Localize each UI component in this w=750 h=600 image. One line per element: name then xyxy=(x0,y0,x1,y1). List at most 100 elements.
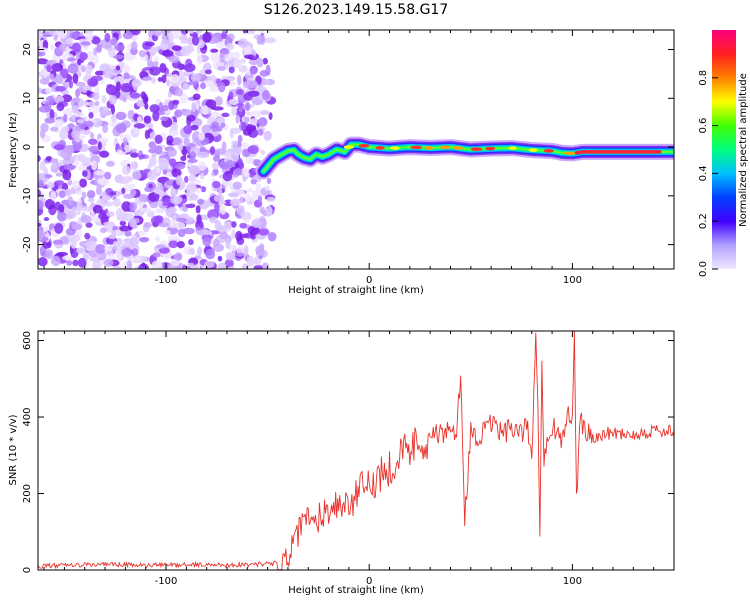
noise-speck xyxy=(171,214,177,223)
noise-speck xyxy=(167,206,177,214)
noise-speck xyxy=(224,160,236,167)
x-tick-label: 0 xyxy=(366,275,372,286)
noise-speck xyxy=(56,211,67,222)
noise-speck xyxy=(249,117,258,126)
noise-speck xyxy=(237,74,242,86)
noise-speck xyxy=(121,247,133,257)
noise-speck xyxy=(253,264,264,269)
noise-speck xyxy=(200,229,211,236)
signal-hotspot xyxy=(508,146,517,150)
noise-speck xyxy=(199,172,205,180)
noise-speck xyxy=(103,67,114,79)
noise-speck xyxy=(140,207,153,213)
noise-speck xyxy=(202,236,212,247)
noise-speck xyxy=(81,65,86,73)
noise-speck xyxy=(196,187,202,194)
noise-speck xyxy=(182,146,187,158)
noise-speck xyxy=(257,128,264,136)
noise-speck xyxy=(85,246,95,251)
noise-speck xyxy=(56,251,69,257)
noise-speck xyxy=(84,64,93,74)
noise-speck xyxy=(151,260,163,269)
x-tick-label: 100 xyxy=(563,576,582,587)
noise-speck xyxy=(92,260,102,269)
noise-speck xyxy=(191,101,197,113)
noise-speck xyxy=(154,216,161,225)
noise-speck xyxy=(39,129,46,139)
noise-speck xyxy=(71,114,76,120)
noise-speck xyxy=(71,129,81,140)
noise-speck xyxy=(122,241,131,248)
noise-speck xyxy=(210,121,220,132)
y-tick-label: 200 xyxy=(22,484,33,503)
snr-series-line xyxy=(38,331,674,570)
noise-speck xyxy=(158,222,170,228)
signal-hotspot xyxy=(410,145,423,150)
noise-speck xyxy=(130,152,139,158)
noise-speck xyxy=(166,78,171,87)
noise-speck xyxy=(82,116,88,121)
noise-speck xyxy=(153,30,162,37)
noise-speck xyxy=(237,38,249,48)
noise-speck xyxy=(191,35,200,46)
noise-speck xyxy=(108,234,114,240)
noise-speck xyxy=(249,67,257,75)
noise-speck xyxy=(119,225,131,232)
noise-speck xyxy=(127,109,135,120)
noise-speck xyxy=(70,223,83,230)
noise-speck xyxy=(134,127,139,134)
noise-speck xyxy=(241,263,249,269)
noise-speck xyxy=(217,65,226,71)
noise-speck xyxy=(128,203,134,211)
colorbar-tick-label: 0.4 xyxy=(698,165,709,181)
noise-speck xyxy=(118,145,124,151)
noise-speck xyxy=(183,63,196,73)
noise-speck xyxy=(132,171,142,180)
noise-speck xyxy=(200,186,207,193)
noise-speck xyxy=(219,52,225,64)
snr-background xyxy=(38,331,674,570)
noise-speck xyxy=(67,196,74,206)
noise-speck xyxy=(188,165,200,175)
noise-speck xyxy=(54,222,64,234)
noise-speck xyxy=(158,102,164,114)
noise-speck xyxy=(205,80,215,88)
noise-speck xyxy=(60,148,72,160)
noise-speck xyxy=(71,105,80,111)
noise-speck xyxy=(64,164,75,171)
noise-speck xyxy=(38,87,43,94)
noise-speck xyxy=(149,104,160,113)
noise-speck xyxy=(51,63,64,72)
noise-speck xyxy=(162,169,168,175)
noise-speck xyxy=(98,178,110,186)
noise-speck xyxy=(257,117,268,127)
noise-speck xyxy=(231,51,241,59)
noise-speck xyxy=(105,84,118,96)
noise-speck xyxy=(102,195,112,201)
noise-speck xyxy=(119,220,127,226)
noise-speck xyxy=(170,74,180,84)
noise-speck xyxy=(54,201,62,211)
noise-speck xyxy=(168,235,180,241)
noise-speck xyxy=(63,114,68,123)
noise-speck xyxy=(174,109,183,118)
noise-speck xyxy=(73,143,83,150)
colorbar-tick-label: 0.2 xyxy=(698,213,709,229)
noise-speck xyxy=(174,162,186,170)
noise-speck xyxy=(158,247,170,254)
noise-speck xyxy=(27,66,35,72)
noise-speck xyxy=(154,189,164,195)
noise-speck xyxy=(212,180,221,189)
noise-speck xyxy=(60,68,69,79)
noise-speck xyxy=(268,112,273,120)
noise-speck xyxy=(148,148,157,154)
noise-speck xyxy=(43,174,53,179)
noise-speck xyxy=(175,175,183,186)
noise-speck xyxy=(138,50,147,58)
noise-speck xyxy=(49,43,55,51)
noise-speck xyxy=(69,31,81,40)
noise-speck xyxy=(259,206,266,214)
noise-speck xyxy=(161,74,167,84)
noise-speck xyxy=(123,71,130,81)
noise-speck xyxy=(220,122,226,128)
